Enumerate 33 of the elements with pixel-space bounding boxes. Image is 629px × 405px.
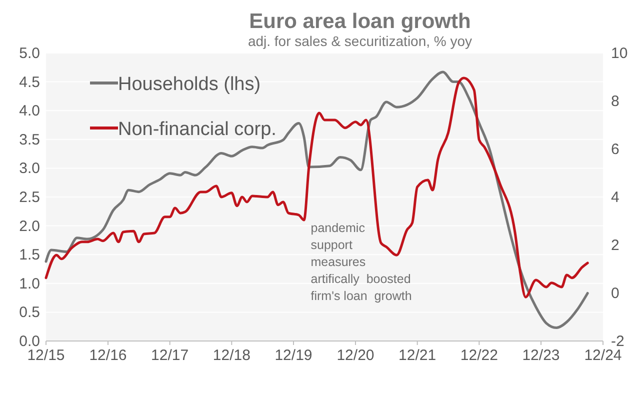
chart-title: Euro area loan growth: [249, 10, 471, 33]
y2-tick-label: 10: [611, 45, 628, 62]
x-tick-label: 12/17: [151, 347, 189, 364]
y-tick-label: 5.0: [19, 45, 40, 62]
chart-subtitle: adj. for sales & securitization, % yoy: [248, 33, 472, 49]
y-tick-label: 2.5: [19, 189, 40, 206]
y-tick-label: 0.0: [19, 333, 40, 350]
y-tick-label: 0.5: [19, 304, 40, 322]
annotation: pandemic support measures artifically boosted firm's loan growth: [310, 220, 412, 303]
x-tick-label: 12/20: [336, 347, 374, 364]
x-tick-label: 12/24: [584, 347, 622, 364]
x-tick-label: 12/19: [274, 347, 312, 364]
y-tick-label: 4.5: [19, 74, 40, 91]
x-tick-label: 12/23: [522, 347, 560, 364]
legend-label: Households (lhs): [118, 74, 261, 95]
legend-label: Non-financial corp.: [118, 119, 276, 140]
x-tick-label: 12/15: [27, 347, 65, 364]
y2-tick-label: 4: [611, 189, 620, 206]
y-tick-label: 3.0: [19, 160, 40, 178]
x-tick-label: 12/21: [398, 347, 436, 364]
y2-tick-label: 6: [611, 141, 620, 158]
x-tick-label: 12/22: [460, 347, 498, 364]
y2-tick-label: -2: [611, 333, 624, 350]
y2-tick-label: 2: [611, 237, 620, 254]
x-tick-label: 12/18: [212, 347, 250, 364]
y-tick-label: 4.0: [19, 102, 40, 120]
y-tick-label: 1.5: [19, 246, 40, 264]
y2-tick-label: 0: [611, 285, 620, 302]
x-tick-label: 12/16: [89, 347, 127, 364]
y-tick-label: 3.5: [19, 131, 40, 148]
y-tick-label: 2.0: [19, 218, 40, 235]
y-tick-label: 1.0: [19, 275, 40, 292]
y2-tick-label: 8: [611, 93, 620, 110]
